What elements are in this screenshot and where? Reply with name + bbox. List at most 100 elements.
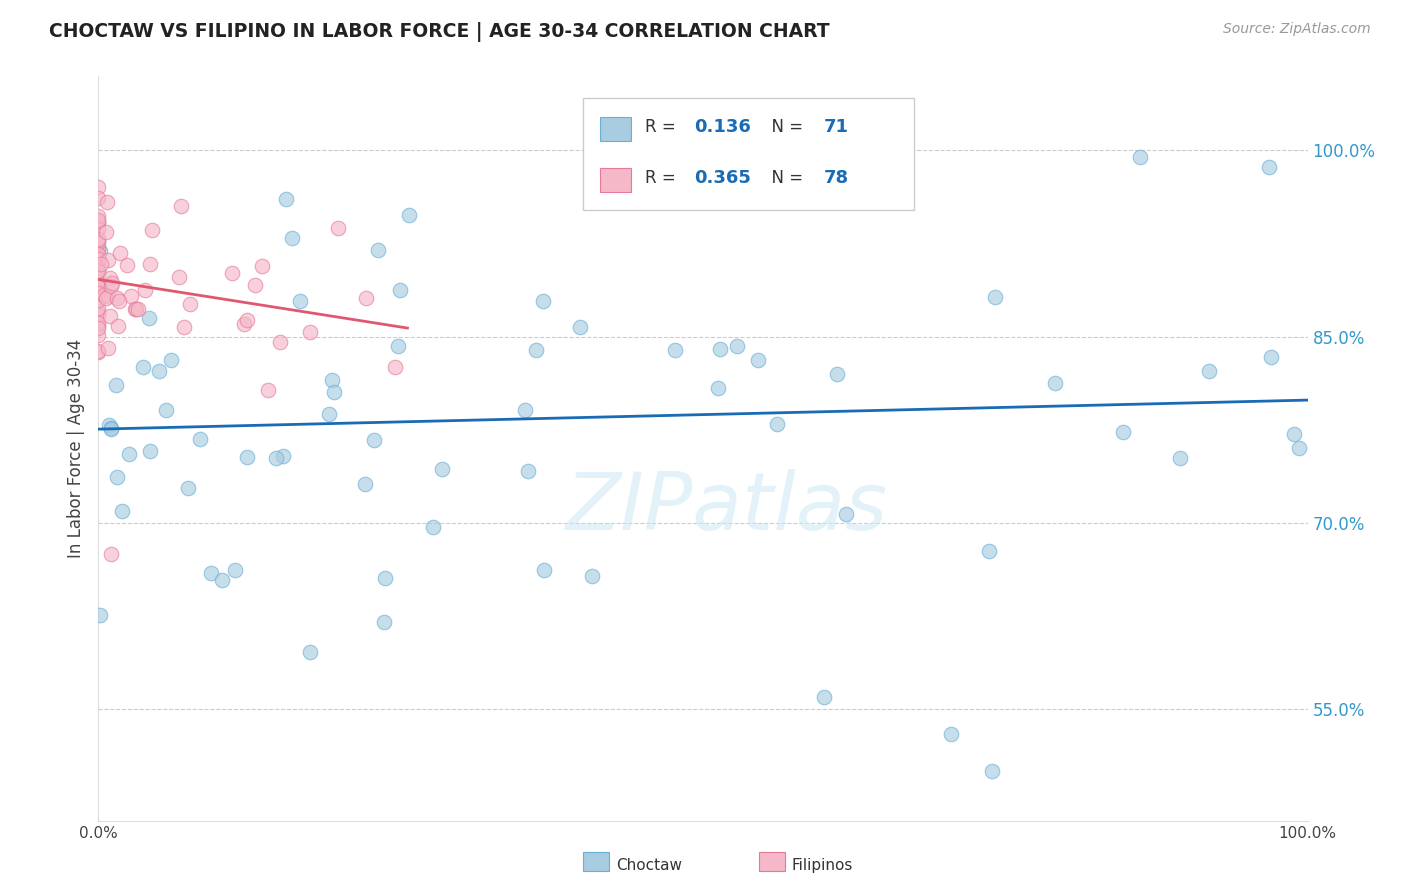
Point <box>87 241 110 255</box>
Point <box>236 450 259 465</box>
Point <box>354 291 377 305</box>
Point <box>132 360 155 375</box>
Point <box>977 544 1000 558</box>
Point <box>664 343 686 357</box>
Point <box>326 221 349 235</box>
Point <box>363 433 385 447</box>
Point <box>87 343 110 358</box>
Point <box>87 215 110 229</box>
Point <box>87 268 110 282</box>
Point <box>274 192 297 206</box>
Point <box>1198 364 1220 378</box>
Point <box>373 615 395 629</box>
Text: 71: 71 <box>824 119 849 136</box>
Point <box>87 251 110 265</box>
Point <box>105 291 128 305</box>
Point <box>98 418 121 433</box>
Point <box>388 283 411 297</box>
Point <box>138 310 160 325</box>
Point <box>221 267 243 281</box>
Point <box>1043 376 1066 390</box>
Point <box>101 276 124 290</box>
Text: ZIPatlas: ZIPatlas <box>567 469 889 547</box>
Point <box>299 645 322 659</box>
Text: Choctaw: Choctaw <box>616 858 682 872</box>
Point <box>87 284 110 298</box>
Point <box>87 263 110 277</box>
Point <box>115 258 138 272</box>
Text: 0.365: 0.365 <box>695 169 751 187</box>
Point <box>87 215 110 229</box>
Text: 78: 78 <box>824 169 849 187</box>
Point <box>524 343 547 357</box>
Point <box>569 319 592 334</box>
Point <box>87 180 110 194</box>
Point <box>984 289 1007 303</box>
Point <box>100 422 122 436</box>
Point <box>813 690 835 704</box>
Point <box>87 301 110 315</box>
Point <box>87 191 110 205</box>
Text: N =: N = <box>761 169 808 187</box>
Point <box>94 225 117 239</box>
Point <box>517 464 540 478</box>
Point <box>1168 450 1191 465</box>
Point <box>1260 350 1282 364</box>
Point <box>825 367 848 381</box>
Point <box>87 234 110 248</box>
Point <box>835 507 858 521</box>
Point <box>155 403 177 417</box>
Point <box>111 504 134 518</box>
Point <box>87 264 110 278</box>
Point <box>707 165 730 179</box>
Point <box>87 317 110 331</box>
Point <box>245 278 267 293</box>
Point <box>105 470 128 484</box>
Point <box>87 210 110 224</box>
Point <box>200 566 222 580</box>
Point <box>87 344 110 359</box>
Point <box>96 291 118 305</box>
Point <box>98 309 121 323</box>
Point <box>125 301 148 316</box>
Point <box>766 417 789 432</box>
Point <box>384 359 406 374</box>
Point <box>87 236 110 251</box>
Point <box>97 252 120 267</box>
Point <box>422 520 444 534</box>
Point <box>87 304 110 318</box>
Point <box>939 727 962 741</box>
Point <box>981 764 1004 778</box>
Point <box>89 244 111 258</box>
Point <box>1288 442 1310 456</box>
Point <box>87 328 110 343</box>
Point <box>1129 150 1152 164</box>
Point <box>87 212 110 227</box>
Point <box>233 317 256 331</box>
Point <box>89 607 111 622</box>
Point <box>256 384 278 398</box>
Point <box>139 257 162 271</box>
Point <box>318 407 340 421</box>
Point <box>709 342 731 356</box>
Point <box>87 276 110 290</box>
Point <box>250 259 273 273</box>
Point <box>281 231 304 245</box>
Point <box>167 270 190 285</box>
Text: R =: R = <box>645 169 682 187</box>
Point <box>224 564 246 578</box>
Text: R =: R = <box>645 119 682 136</box>
Point <box>188 432 211 446</box>
Text: Filipinos: Filipinos <box>792 858 853 872</box>
Text: N =: N = <box>761 119 808 136</box>
Point <box>707 381 730 395</box>
Point <box>747 353 769 368</box>
Point <box>108 293 131 308</box>
Point <box>100 547 122 561</box>
Point <box>581 569 603 583</box>
Point <box>169 199 191 213</box>
Point <box>354 477 377 491</box>
Point <box>430 462 453 476</box>
Point <box>87 285 110 300</box>
Point <box>134 284 156 298</box>
